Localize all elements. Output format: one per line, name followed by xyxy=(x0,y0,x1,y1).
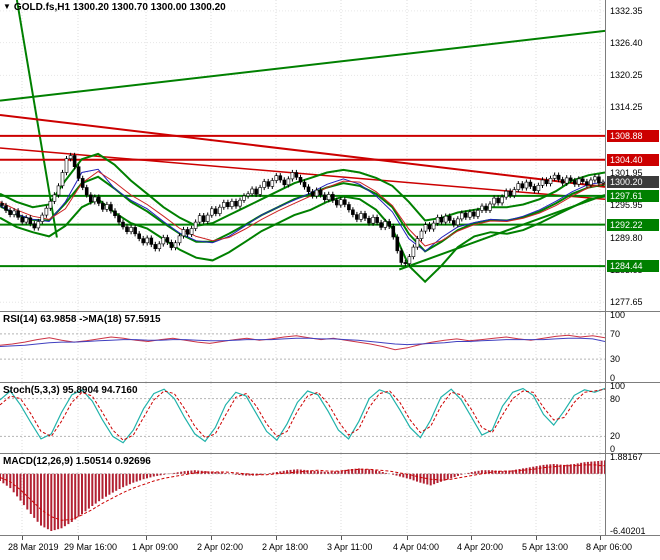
time-tick xyxy=(276,536,277,540)
price-scale-label: 1277.65 xyxy=(610,297,643,308)
indicator-scale-label: 100 xyxy=(610,310,626,320)
indicator-scale-label: 20 xyxy=(610,431,621,442)
rsi-axis[interactable]: 100 70 30 0 xyxy=(605,310,660,383)
price-level-badge: 1308.88 xyxy=(607,129,659,142)
indicator-scale-label: 0 xyxy=(610,373,616,383)
time-axis-label: 1 Apr 09:00 xyxy=(132,542,179,552)
time-axis-label: 28 Mar 2019 xyxy=(8,542,59,552)
time-tick xyxy=(146,536,147,540)
indicator-scale-label: 30 xyxy=(610,354,621,365)
time-tick xyxy=(78,536,79,540)
indicator-scale-label: 100 xyxy=(610,381,626,391)
chart-title-text: GOLD.fs,H1 1300.20 1300.70 1300.00 1300.… xyxy=(13,2,226,13)
price-scale-label: 1295.95 xyxy=(610,199,643,210)
stochastic-plot[interactable] xyxy=(0,383,605,453)
time-tick xyxy=(407,536,408,540)
time-axis-label: 5 Apr 13:00 xyxy=(522,542,569,552)
indicator-scale-label: 1.88167 xyxy=(610,452,643,462)
rsi-panel: RSI(14) 63.9858 ->MA(18) 57.5915 100 70 30… xyxy=(0,310,660,383)
time-axis-label: 2 Apr 18:00 xyxy=(262,542,309,552)
price-axis[interactable]: 1332.35 1326.40 1320.25 1314.25 1301.95 1295.… xyxy=(605,0,660,311)
price-scale-label: 1301.95 xyxy=(610,167,643,178)
price-scale-label: 1314.25 xyxy=(610,102,643,113)
macd-plot[interactable] xyxy=(0,454,605,535)
price-level-badge: 1297.61 xyxy=(607,189,659,202)
time-tick xyxy=(471,536,472,540)
time-axis-label: 8 Apr 06:00 xyxy=(586,542,633,552)
time-tick xyxy=(341,536,342,540)
time-axis-label: 29 Mar 16:00 xyxy=(64,542,118,552)
main-chart-plot[interactable] xyxy=(0,0,605,311)
time-axis-label: 4 Apr 20:00 xyxy=(457,542,504,552)
macd-axis[interactable]: 1.88167 -6.40201 xyxy=(605,452,660,536)
price-level-badge: 1300.20 xyxy=(607,176,659,189)
indicator-scale-label: 0 xyxy=(610,444,616,454)
indicator-scale-label: 70 xyxy=(610,328,621,339)
indicator-scale-label: 80 xyxy=(610,393,621,404)
stochastic-panel: Stoch(5,3,3) 95.8904 94.7160 100 80 20 0 xyxy=(0,381,660,454)
main-chart-panel: ▼ GOLD.fs,H1 1300.20 1300.70 1300.00 1300… xyxy=(0,0,660,312)
stochastic-axis[interactable]: 100 80 20 0 xyxy=(605,381,660,454)
rsi-plot[interactable] xyxy=(0,312,605,382)
price-level-badge: 1292.22 xyxy=(607,218,659,231)
macd-panel: MACD(12,26,9) 1.50514 0.92696 1.88167 -6.… xyxy=(0,452,660,536)
stochastic-title: Stoch(5,3,3) 95.8904 94.7160 xyxy=(3,385,138,396)
chart-title: ▼ GOLD.fs,H1 1300.20 1300.70 1300.00 1300… xyxy=(3,2,226,13)
time-axis-label: 2 Apr 02:00 xyxy=(197,542,244,552)
price-scale-label: 1320.25 xyxy=(610,70,643,81)
price-scale-label: 1332.35 xyxy=(610,5,643,16)
price-scale-label: 1289.80 xyxy=(610,232,643,243)
price-scale-label: 1326.40 xyxy=(610,37,643,48)
time-tick xyxy=(22,536,23,540)
time-axis-label: 3 Apr 11:00 xyxy=(327,542,373,552)
time-axis[interactable]: 28 Mar 2019 29 Mar 16:00 1 Apr 09:00 2 Apr … xyxy=(0,536,660,560)
price-level-badge: 1304.40 xyxy=(607,153,659,166)
time-tick xyxy=(211,536,212,540)
price-level-badge: 1284.44 xyxy=(607,260,659,273)
time-axis-label: 4 Apr 04:00 xyxy=(393,542,440,552)
macd-title: MACD(12,26,9) 1.50514 0.92696 xyxy=(3,456,151,467)
time-tick xyxy=(536,536,537,540)
time-tick xyxy=(600,536,601,540)
symbol-triangle-icon: ▼ xyxy=(3,2,11,11)
indicator-scale-label: -6.40201 xyxy=(610,526,646,536)
rsi-title: RSI(14) 63.9858 ->MA(18) 57.5915 xyxy=(3,314,161,325)
